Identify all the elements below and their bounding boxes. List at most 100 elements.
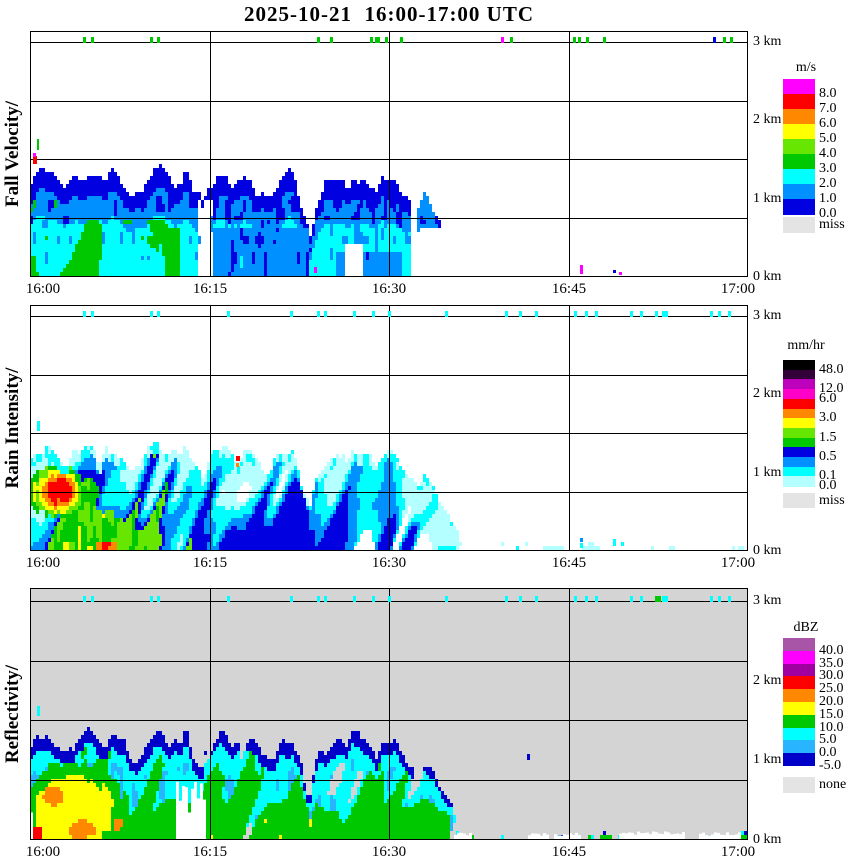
legend-band (783, 676, 815, 690)
legend-band (783, 427, 815, 439)
legend-value-label: 40.0 (819, 642, 844, 658)
legend-band (783, 689, 815, 703)
height-label-3km: 3 km (753, 34, 782, 49)
legend-band (783, 437, 815, 448)
legend-value-label: 1.5 (819, 429, 837, 445)
legend-missing-label: miss (819, 492, 845, 508)
legend-missing-band (783, 777, 815, 793)
legend-band (783, 753, 815, 767)
height-label-3km: 3 km (753, 593, 782, 608)
height-label-1km: 1 km (753, 191, 782, 206)
legend-band (783, 702, 815, 716)
legend-band (783, 360, 815, 371)
legend-band (783, 638, 815, 652)
height-label-0km: 0 km (753, 269, 782, 284)
reflectivity-legend-title: dBZ (793, 620, 819, 635)
legend-band (783, 727, 815, 741)
legend-missing-label: none (819, 777, 847, 792)
height-label-1km: 1 km (753, 752, 782, 767)
height-label-2km: 2 km (753, 673, 782, 688)
x-tick-1600: 16:00 (25, 844, 61, 860)
legend-value-label: 12.0 (819, 381, 844, 397)
legend-value-label: 1.0 (819, 191, 837, 206)
legend-band (783, 740, 815, 754)
legend-band (783, 379, 815, 390)
legend-value-label: 8.0 (819, 86, 837, 101)
legend-value-label: 30.0 (819, 668, 844, 684)
legend-band (783, 418, 815, 429)
height-label-0km: 0 km (753, 832, 782, 847)
legend-value-label: 0.1 (819, 468, 837, 484)
legend-band (783, 663, 815, 677)
legend-band (783, 398, 815, 409)
legend-value-label: 20.0 (819, 694, 844, 709)
x-tick-1600: 16:00 (25, 555, 61, 571)
x-tick-1700: 17:00 (720, 281, 756, 297)
legend-value-label: 5.0 (819, 131, 837, 146)
rain-legend-title: mm/hr (787, 338, 825, 353)
legend-band (783, 457, 815, 468)
x-tick-1615: 16:15 (192, 844, 228, 860)
legend-band (783, 169, 815, 185)
legend-value-label: 3.0 (819, 161, 837, 176)
legend-band (783, 124, 815, 140)
legend-value-label: 6.0 (819, 116, 837, 131)
velocity-legend-title: m/s (795, 60, 817, 75)
legend-value-label: 0.0 (819, 206, 837, 221)
legend-missing-label: miss (819, 217, 845, 232)
legend-value-label: 0.0 (819, 478, 837, 494)
x-tick-1630: 16:30 (371, 281, 407, 297)
legend-band (783, 466, 815, 477)
reflectivity-axis-title: Reflectivity/ (2, 664, 23, 764)
legend-value-label: 7.0 (819, 101, 837, 116)
legend-band (783, 184, 815, 200)
legend-value-label: 3.0 (819, 410, 837, 426)
legend-band (783, 154, 815, 170)
rain-intensity-axis-title: Rain Intensity/ (2, 367, 23, 489)
x-tick-1615: 16:15 (192, 281, 228, 297)
x-tick-1630: 16:30 (371, 844, 407, 860)
height-label-2km: 2 km (753, 112, 782, 127)
legend-missing-band (783, 217, 815, 233)
legend-value-label: 15.0 (819, 706, 844, 722)
legend-band (783, 369, 815, 380)
legend-band (783, 79, 815, 95)
height-label-0km: 0 km (753, 543, 782, 558)
legend-band (783, 139, 815, 155)
legend-value-label: -5.0 (819, 758, 842, 773)
x-tick-1700: 17:00 (720, 555, 756, 571)
legend-value-label: 0.0 (819, 745, 837, 761)
height-label-2km: 2 km (753, 386, 782, 401)
x-tick-1645: 16:45 (551, 281, 587, 297)
legend-value-label: 6.0 (819, 390, 837, 406)
legend-value-label: 2.0 (819, 176, 837, 191)
legend-value-label: 0.5 (819, 449, 837, 464)
reflectivity-heatmap (30, 588, 748, 840)
height-label-1km: 1 km (753, 465, 782, 480)
x-tick-1630: 16:30 (371, 555, 407, 571)
height-label-3km: 3 km (753, 308, 782, 323)
legend-band (783, 94, 815, 110)
x-tick-1645: 16:45 (551, 555, 587, 571)
legend-missing-band (783, 493, 815, 508)
rain-intensity-heatmap (30, 305, 748, 551)
legend-value-label: 48.0 (819, 361, 844, 377)
legend-value-label: 25.0 (819, 681, 844, 697)
legend-value-label: 10.0 (819, 719, 844, 735)
legend-value-label: 4.0 (819, 146, 837, 161)
fall-velocity-axis-title: Fall Velocity/ (2, 100, 23, 208)
legend-band (783, 109, 815, 125)
legend-value-label: 35.0 (819, 655, 844, 671)
legend-band (783, 476, 815, 487)
fall-velocity-heatmap (30, 31, 748, 277)
legend-band (783, 408, 815, 419)
x-tick-1645: 16:45 (551, 844, 587, 860)
x-tick-1615: 16:15 (192, 555, 228, 571)
legend-band (783, 447, 815, 458)
figure-title: 2025-10-21 16:00-17:00 UTC (243, 2, 535, 26)
legend-band (783, 199, 815, 215)
legend-band (783, 714, 815, 729)
legend-band (783, 389, 815, 400)
legend-band (783, 650, 815, 665)
